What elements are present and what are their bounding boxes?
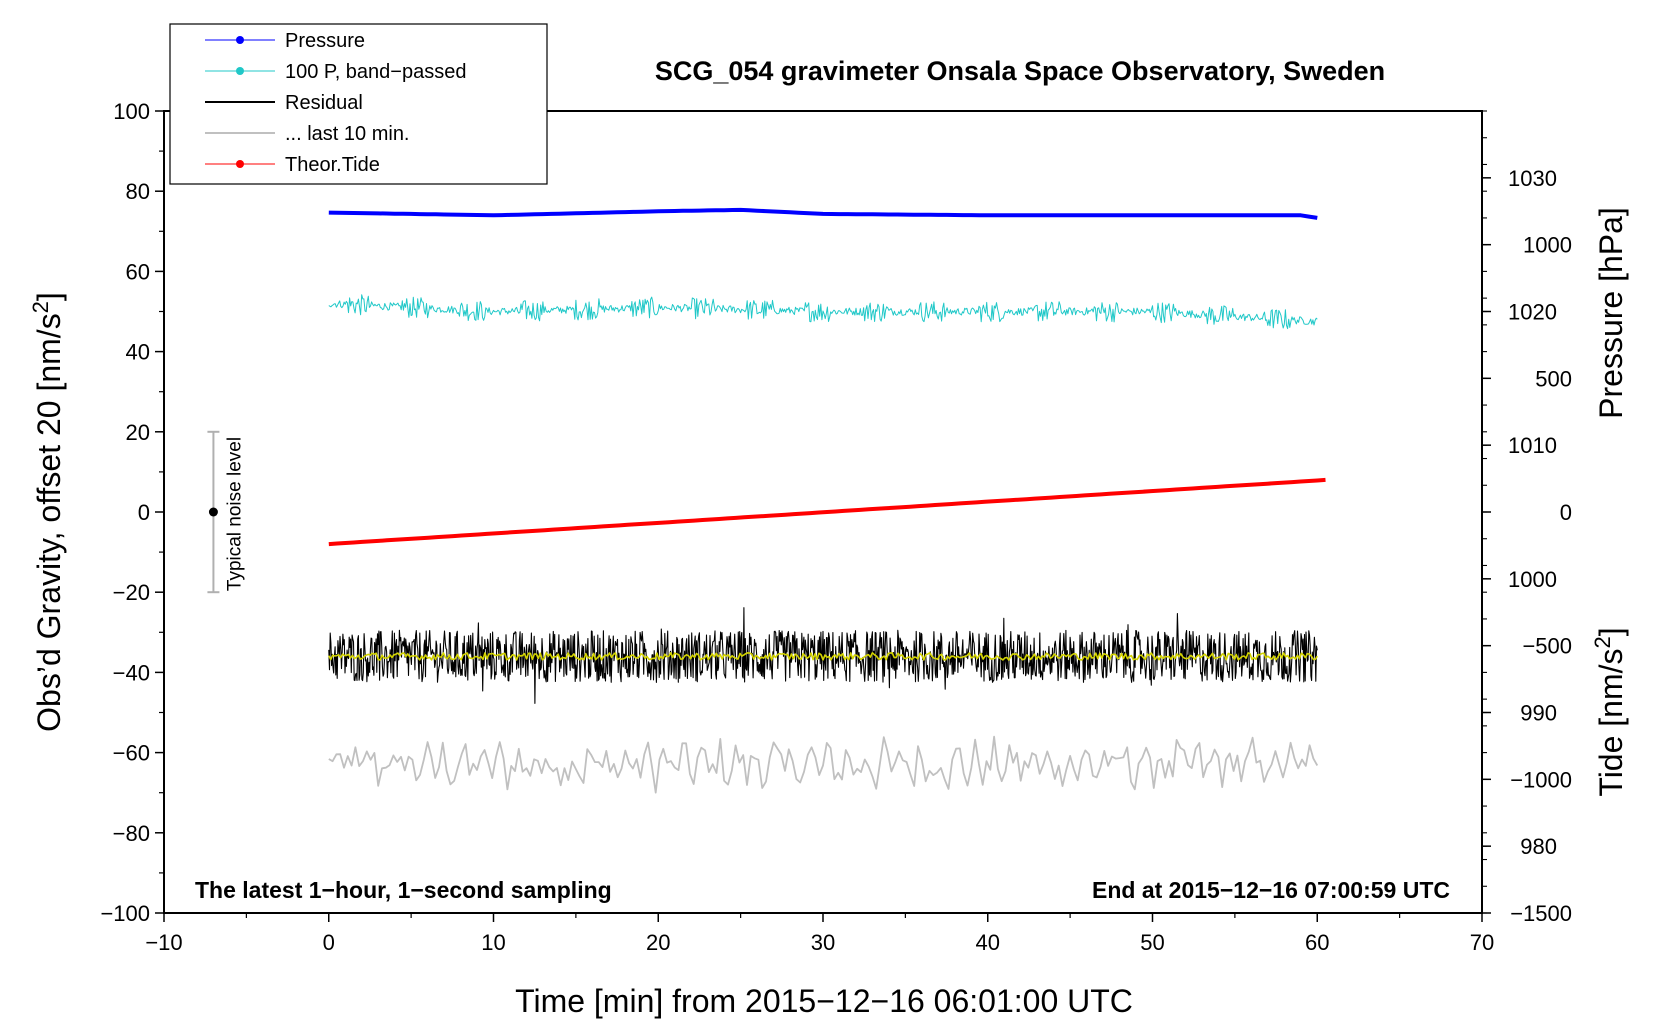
tide-tick-label: 1000: [1523, 233, 1572, 258]
series-line: [328, 207, 1318, 220]
legend-label: 100 P, band−passed: [285, 61, 466, 83]
series-line: [328, 607, 1318, 704]
pressure-tick-label: 1030: [1508, 166, 1557, 191]
y-tick-label: 100: [113, 99, 150, 124]
pressure-tick-label: 1010: [1508, 433, 1557, 458]
y-tick-label: 40: [126, 340, 150, 365]
tide-tick-label: −1000: [1510, 767, 1572, 792]
y-axis-label-tide: Tide [nm/s2]: [1590, 627, 1629, 796]
y-tick-label: 60: [126, 259, 150, 284]
x-tick-label: 30: [811, 930, 835, 955]
annotation-end-time: End at 2015−12−16 07:00:59 UTC: [1092, 877, 1450, 903]
x-tick-label: 0: [323, 930, 335, 955]
y-tick-label: −40: [113, 660, 150, 685]
legend-label: Pressure: [285, 30, 365, 52]
pressure-tick-label: 980: [1520, 834, 1557, 859]
y-tick-label: −80: [113, 821, 150, 846]
legend-label: Theor.Tide: [285, 154, 380, 176]
y-tick-label: −100: [100, 901, 150, 926]
noise-center-dot: [208, 507, 218, 517]
legend-box: [169, 23, 548, 185]
x-tick-label: 20: [646, 930, 670, 955]
y-axis-label-left: Obs’d Gravity, offset 20 [nm/s2]: [28, 292, 67, 732]
y-tick-label: −60: [113, 741, 150, 766]
pressure-tick-label: 990: [1520, 701, 1557, 726]
chart-title: SCG_054 gravimeter Onsala Space Observat…: [655, 56, 1385, 86]
x-tick-label: −10: [145, 930, 182, 955]
series-layer: [328, 207, 1326, 794]
series-line: [328, 477, 1326, 547]
tide-tick-label: 500: [1535, 366, 1572, 391]
axis-ticks: −10 0 10 20 30 40 50 60 70−100−80−60−40−20020406…: [100, 99, 1572, 955]
y-tick-label: 20: [126, 420, 150, 445]
x-axis-label: Time [min] from 2015−12−16 06:01:00 UTC: [515, 983, 1133, 1019]
noise-level-indicator: Typical noise level: [207, 430, 245, 594]
pressure-tick-label: 1020: [1508, 300, 1557, 325]
tide-tick-label: 0: [1560, 500, 1572, 525]
tide-tick-label: −1500: [1510, 901, 1572, 926]
y-tick-label: −20: [113, 580, 150, 605]
x-tick-label: 40: [976, 930, 1000, 955]
x-tick-label: 10: [481, 930, 505, 955]
annotation-latest-hour: The latest 1−hour, 1−second sampling: [195, 877, 612, 903]
legend-marker: [236, 36, 244, 44]
tide-tick-label: −500: [1522, 634, 1572, 659]
y-axis-label-pressure: Pressure [hPa]: [1593, 207, 1629, 419]
series-line: [328, 735, 1319, 794]
legend-label: Residual: [285, 92, 363, 114]
legend-marker: [236, 160, 244, 168]
noise-level-label: Typical noise level: [224, 437, 245, 591]
legend-label: ... last 10 min.: [285, 123, 410, 145]
y-tick-label: 0: [138, 500, 150, 525]
series-line: [328, 651, 1318, 661]
legend-marker: [236, 67, 244, 75]
x-tick-label: 60: [1305, 930, 1329, 955]
series-line: [328, 294, 1318, 330]
x-tick-label: 50: [1140, 930, 1164, 955]
y-tick-label: 80: [126, 179, 150, 204]
legend: Pressure 100 P, band−passed Residual ... la…: [169, 23, 548, 185]
pressure-tick-label: 1000: [1508, 567, 1557, 592]
x-tick-label: 70: [1470, 930, 1494, 955]
